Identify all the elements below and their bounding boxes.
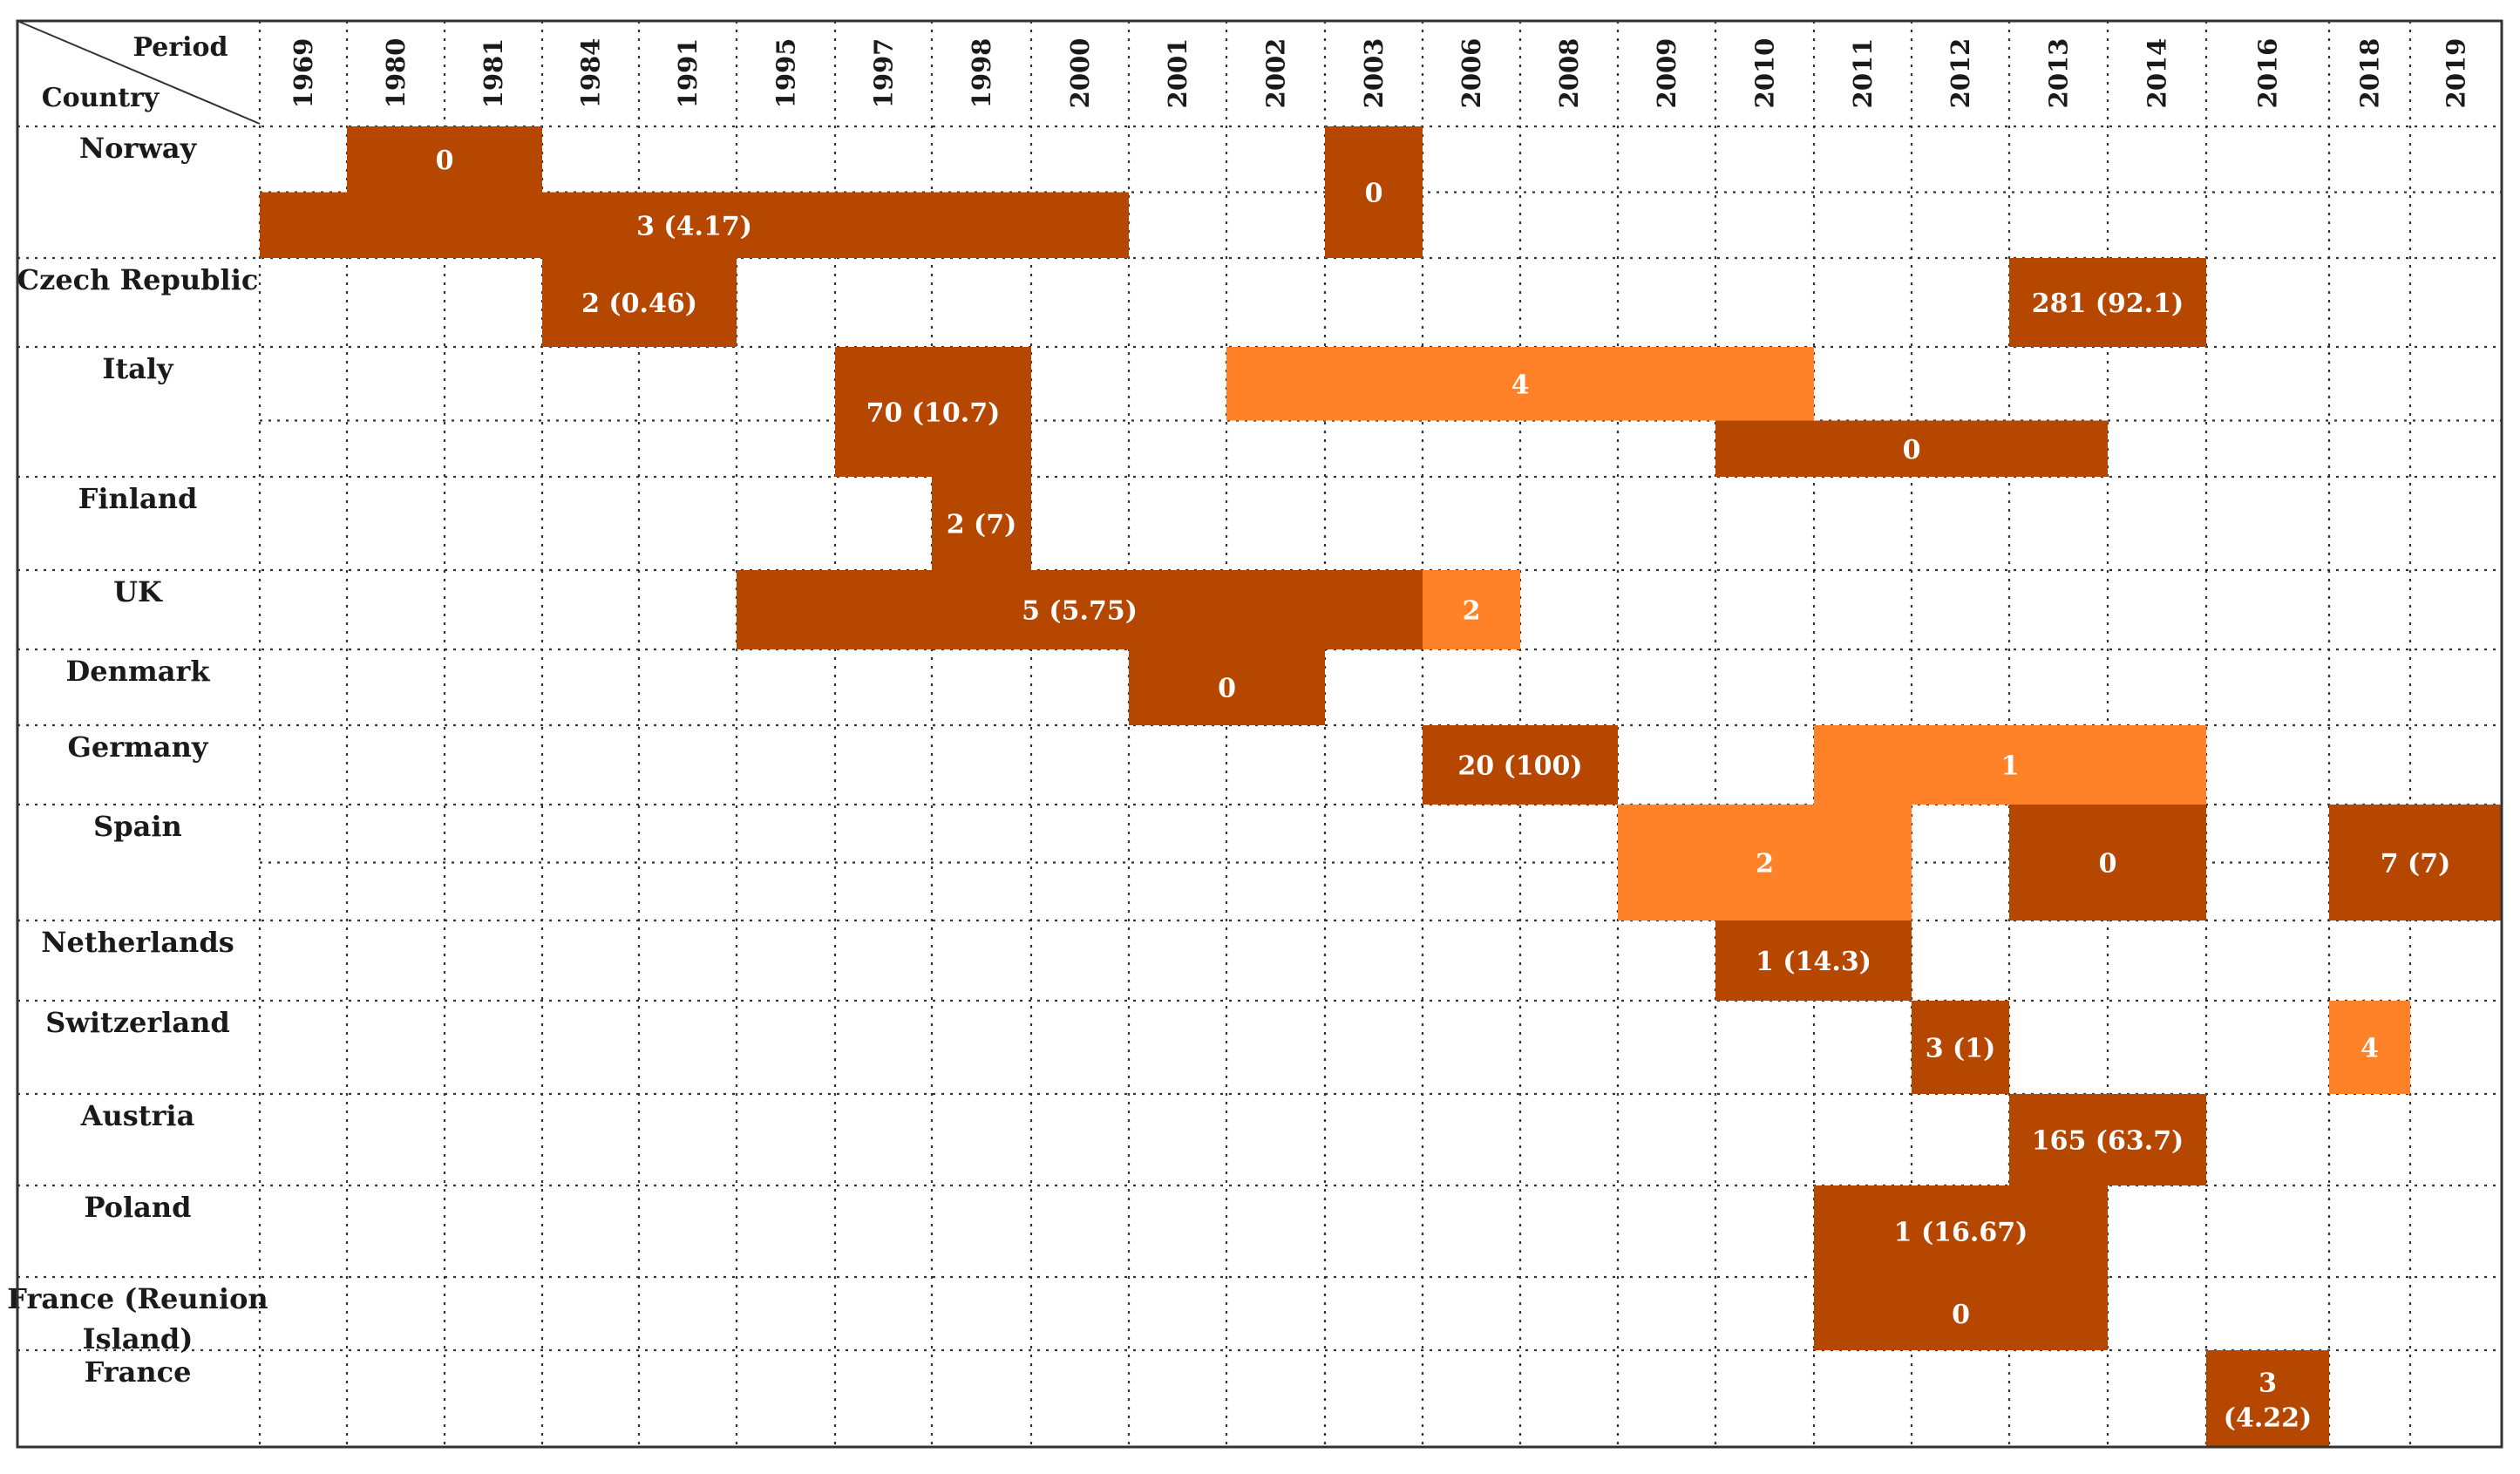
bar <box>2009 805 2206 920</box>
year-label: 2016 <box>2253 38 2283 109</box>
bar <box>2206 1350 2329 1447</box>
bar <box>1129 649 1325 725</box>
country-label: France (Reunion Island) <box>7 1282 268 1355</box>
bar-label: 1 <box>2001 751 2020 782</box>
country-label: Spain <box>93 810 182 843</box>
bar-label: 0 <box>1365 179 1383 209</box>
bar <box>737 570 1423 649</box>
bar-label: 3 (1) <box>1926 1034 1996 1064</box>
bar-label: 3 (4.22) <box>2224 1369 2312 1434</box>
bar <box>542 258 737 347</box>
year-label: 2001 <box>1163 38 1192 109</box>
country-header: Country <box>42 83 160 113</box>
year-label: 2019 <box>2442 38 2471 109</box>
year-label: 2009 <box>1652 38 1681 109</box>
year-labels: 1969 1980 1981 1984 1991 1995 1997 1998 2000 2001… <box>289 38 2471 109</box>
bar <box>1814 1185 2108 1277</box>
bar <box>1814 1277 2108 1350</box>
year-label: 1991 <box>673 38 703 109</box>
bar-label: 281 (92.1) <box>2032 289 2184 319</box>
bar-label: 2 (0.46) <box>581 289 697 319</box>
chart-frame <box>16 19 2503 1449</box>
bar-label: 20 (100) <box>1457 751 1582 782</box>
bar <box>1715 420 2108 477</box>
bar-label: 0 <box>1952 1300 1970 1330</box>
bar-label: 3 (4.17) <box>636 211 752 241</box>
country-labels: Norway Czech Republic Italy Finland UK Denmar… <box>7 132 268 1389</box>
year-label: 2002 <box>1261 38 1291 109</box>
bar-label: 0 <box>1218 674 1236 704</box>
header-diagonal <box>17 20 261 125</box>
country-label: Poland <box>84 1191 191 1224</box>
country-label: Netherlands <box>41 926 234 959</box>
bar <box>2009 258 2206 347</box>
bar <box>2329 805 2502 920</box>
year-label: 1980 <box>381 38 411 109</box>
year-label: 2010 <box>1750 38 1780 109</box>
country-label: Finland <box>78 482 198 515</box>
bar-label: 165 (63.7) <box>2032 1126 2184 1157</box>
year-label: 1995 <box>771 38 801 109</box>
bar <box>347 126 542 193</box>
country-label: UK <box>113 575 163 608</box>
bar-label: 2 <box>1756 849 1774 880</box>
country-label: Czech Republic <box>17 263 259 296</box>
bar <box>1618 805 1912 920</box>
year-label: 2008 <box>1554 38 1584 109</box>
bar-label: 2 (7) <box>947 510 1017 540</box>
bar <box>932 477 1031 570</box>
year-label: 2000 <box>1065 38 1095 109</box>
country-label: Germany <box>68 730 209 764</box>
bar <box>835 347 1031 477</box>
bar <box>1912 1001 2009 1094</box>
year-label: 1981 <box>479 38 508 109</box>
bar <box>1715 920 1912 1001</box>
bar <box>1814 725 2206 805</box>
bar <box>2329 1001 2410 1094</box>
year-label: 1998 <box>967 38 996 109</box>
year-label: 2003 <box>1359 38 1389 109</box>
bar <box>1325 126 1423 258</box>
bar <box>1423 725 1618 805</box>
bar-label: 70 (10.7) <box>866 398 1001 429</box>
period-header: Period <box>132 32 228 63</box>
country-label: Switzerland <box>45 1006 230 1039</box>
bar-label: 5 (5.75) <box>1022 596 1138 627</box>
bar-label: 1 (16.67) <box>1894 1218 2028 1248</box>
bar-layer: 0 3 (4.17) 0 2 (0.46) 281 (92.1) 70 (10.7) 4 0 2… <box>260 126 2502 1447</box>
country-label: Denmark <box>66 655 211 688</box>
country-label: Italy <box>102 352 174 385</box>
bar-label: 0 <box>1903 435 1921 465</box>
year-label: 2013 <box>2044 38 2074 109</box>
bar-label: 2 <box>1463 596 1481 627</box>
country-label: France <box>85 1355 192 1389</box>
year-label: 1997 <box>869 38 899 109</box>
year-label: 2014 <box>2143 38 2172 109</box>
year-label: 2018 <box>2355 38 2385 109</box>
bar-label: 4 <box>2360 1034 2379 1064</box>
bar <box>2009 1094 2206 1185</box>
bar-label: 4 <box>1511 370 1530 400</box>
bar <box>1226 347 1814 421</box>
bar-label: 0 <box>2099 849 2117 880</box>
bar-label: 0 <box>436 146 454 176</box>
bar <box>1423 570 1520 649</box>
year-label: 2012 <box>1946 38 1975 109</box>
bar-label: 7 (7) <box>2381 849 2451 880</box>
year-label: 1984 <box>576 38 606 109</box>
year-label: 1969 <box>289 38 318 109</box>
year-label: 2006 <box>1457 38 1486 109</box>
header-layer: Period Country <box>17 20 261 125</box>
bar-label: 1 (14.3) <box>1756 947 1871 977</box>
country-label: Austria <box>80 1099 195 1132</box>
year-label: 2011 <box>1848 38 1878 109</box>
country-label: Norway <box>79 132 198 165</box>
bar <box>260 192 1129 258</box>
